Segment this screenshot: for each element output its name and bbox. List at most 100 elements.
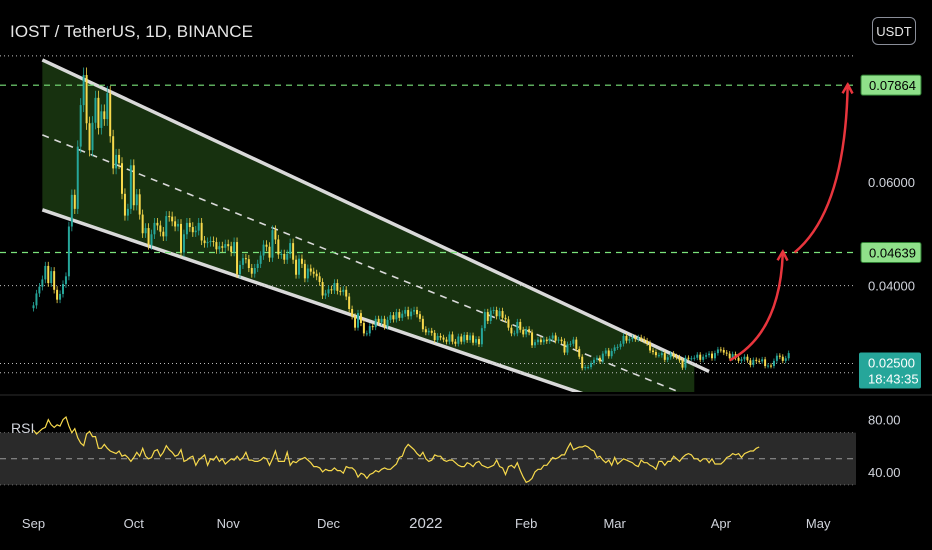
candle-body bbox=[404, 310, 407, 314]
candle-body bbox=[516, 321, 519, 334]
candle-body bbox=[41, 279, 44, 287]
candle-body bbox=[227, 244, 230, 247]
candle-body bbox=[85, 75, 88, 124]
candle-body bbox=[451, 334, 454, 342]
candle-body bbox=[708, 353, 711, 356]
candle-body bbox=[631, 337, 634, 340]
candle-body bbox=[289, 243, 292, 254]
candle-body bbox=[551, 335, 554, 339]
currency-button[interactable]: USDT bbox=[872, 17, 916, 45]
candle-body bbox=[244, 258, 247, 260]
target-price-tag bbox=[860, 241, 922, 263]
candle-body bbox=[675, 356, 678, 358]
candle-body bbox=[224, 244, 227, 248]
candle-body bbox=[643, 339, 646, 341]
candle-body bbox=[112, 136, 115, 169]
candle-body bbox=[477, 339, 480, 345]
candle-body bbox=[610, 351, 613, 357]
candle-body bbox=[312, 271, 315, 274]
candle-body bbox=[342, 289, 345, 292]
projection-arrow bbox=[729, 252, 783, 362]
candle-body bbox=[230, 246, 233, 252]
time-axis-label: Nov bbox=[217, 516, 241, 531]
candle-body bbox=[174, 221, 177, 227]
candle-body bbox=[168, 216, 171, 218]
candle-body bbox=[483, 312, 486, 329]
candle-body bbox=[73, 194, 76, 209]
candle-body bbox=[306, 268, 309, 279]
candle-body bbox=[770, 365, 772, 367]
candle-body bbox=[772, 360, 775, 367]
candle-body bbox=[309, 268, 312, 272]
candle-body bbox=[740, 359, 743, 361]
candle-body bbox=[182, 234, 185, 253]
candle-body bbox=[159, 225, 162, 232]
candle-body bbox=[359, 313, 362, 323]
candle-body bbox=[100, 111, 103, 128]
candle-body bbox=[339, 290, 342, 292]
candle-body bbox=[678, 357, 681, 361]
candle-body bbox=[702, 356, 705, 360]
candle-body bbox=[150, 234, 153, 246]
candle-body bbox=[578, 348, 581, 357]
candle-body bbox=[684, 357, 687, 368]
price-tick-label: 0.06000 bbox=[868, 175, 915, 190]
candle-body bbox=[221, 246, 224, 248]
candle-body bbox=[82, 75, 85, 106]
candle-body bbox=[681, 360, 684, 368]
candle-body bbox=[669, 353, 672, 358]
candle-body bbox=[746, 356, 749, 361]
candle-body bbox=[696, 354, 699, 358]
target-price-tag bbox=[860, 74, 922, 96]
candle-body bbox=[206, 242, 209, 244]
time-axis-label: Oct bbox=[124, 516, 145, 531]
projection-arrow bbox=[793, 85, 848, 254]
candle-body bbox=[129, 165, 132, 209]
candle-body bbox=[171, 216, 174, 222]
candle-body bbox=[778, 355, 781, 357]
candle-body bbox=[62, 284, 64, 294]
candle-body bbox=[539, 339, 542, 343]
candle-body bbox=[448, 334, 451, 342]
candle-body bbox=[495, 310, 498, 317]
candle-body bbox=[654, 352, 657, 356]
candle-body bbox=[298, 258, 300, 275]
candle-body bbox=[418, 314, 421, 319]
time-axis-label: Apr bbox=[711, 516, 732, 531]
candle-body bbox=[466, 334, 469, 341]
candle-body bbox=[758, 360, 761, 362]
candle-body bbox=[725, 352, 728, 354]
candle-body bbox=[699, 354, 702, 360]
candle-body bbox=[407, 310, 410, 317]
candle-body bbox=[421, 318, 424, 330]
candle-body bbox=[784, 358, 787, 361]
candle-body bbox=[144, 228, 147, 234]
candle-body bbox=[50, 271, 53, 284]
candle-body bbox=[534, 342, 536, 346]
time-axis-label: Feb bbox=[515, 516, 537, 531]
candle-body bbox=[277, 239, 280, 255]
candle-body bbox=[504, 317, 507, 320]
candle-body bbox=[368, 326, 371, 334]
candle-body bbox=[215, 242, 218, 250]
current-price-label: 0.02500 bbox=[868, 355, 915, 370]
candle-body bbox=[365, 333, 368, 335]
candle-body bbox=[672, 353, 675, 357]
candle-body bbox=[56, 289, 59, 300]
current-price-tag bbox=[859, 352, 921, 389]
candle-body bbox=[646, 340, 649, 344]
candle-body bbox=[250, 268, 253, 274]
candle-body bbox=[622, 335, 625, 344]
candle-body bbox=[752, 359, 755, 366]
candle-body bbox=[472, 335, 475, 343]
candle-body bbox=[581, 356, 584, 369]
candle-body bbox=[439, 335, 442, 338]
candle-body bbox=[731, 354, 734, 359]
rsi-chart bbox=[0, 415, 856, 486]
candle-body bbox=[330, 289, 333, 291]
candle-body bbox=[138, 194, 141, 215]
candle-body bbox=[649, 343, 652, 351]
candle-body bbox=[480, 328, 483, 345]
candle-body bbox=[94, 97, 97, 123]
